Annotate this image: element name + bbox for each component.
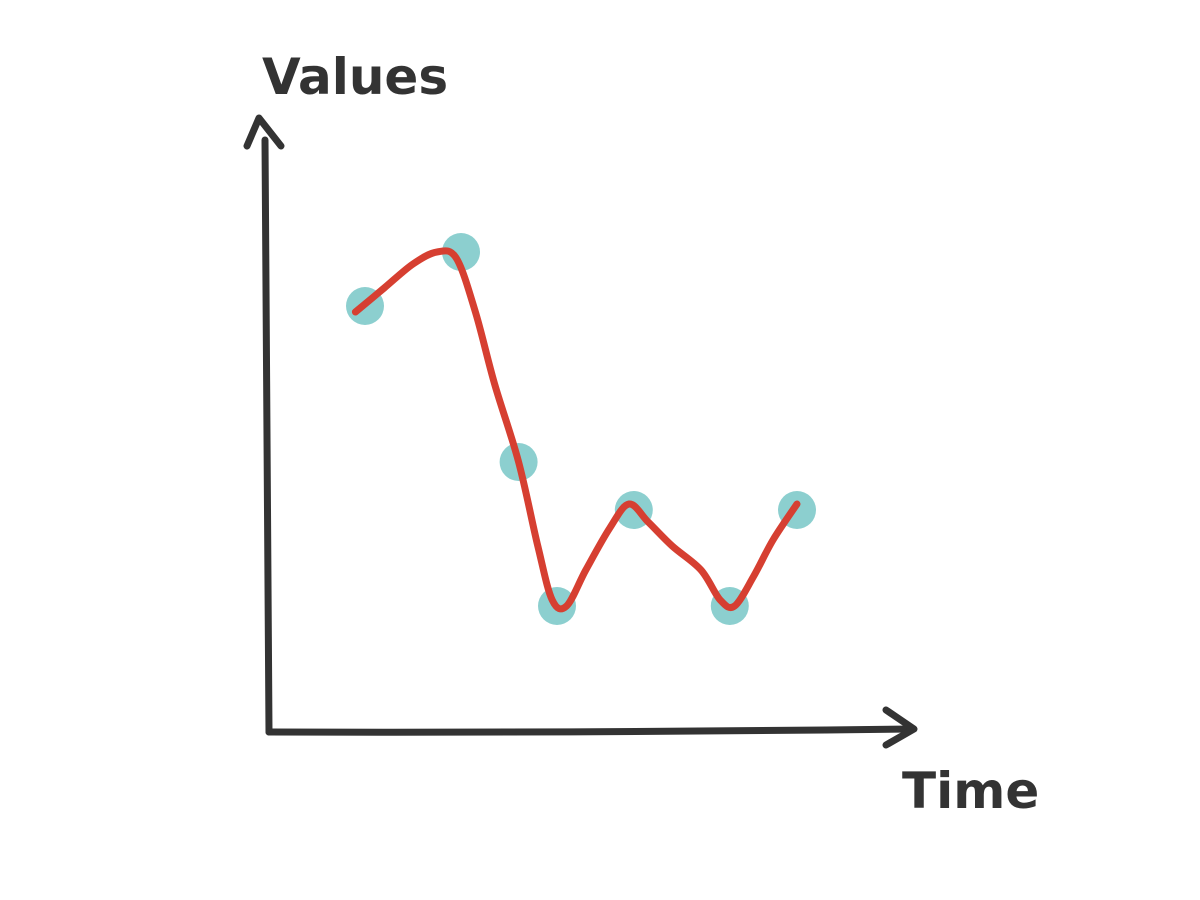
data-point-2 xyxy=(442,233,480,271)
data-points xyxy=(346,233,816,625)
x-axis-arrowhead xyxy=(882,706,918,749)
fit-curve xyxy=(351,247,801,613)
y-axis-arrowhead xyxy=(243,114,285,150)
y-axis-line xyxy=(261,136,273,736)
x-axis-label: Time xyxy=(902,762,1039,820)
x-axis-line xyxy=(265,725,916,736)
y-axis-label: Values xyxy=(262,48,448,106)
